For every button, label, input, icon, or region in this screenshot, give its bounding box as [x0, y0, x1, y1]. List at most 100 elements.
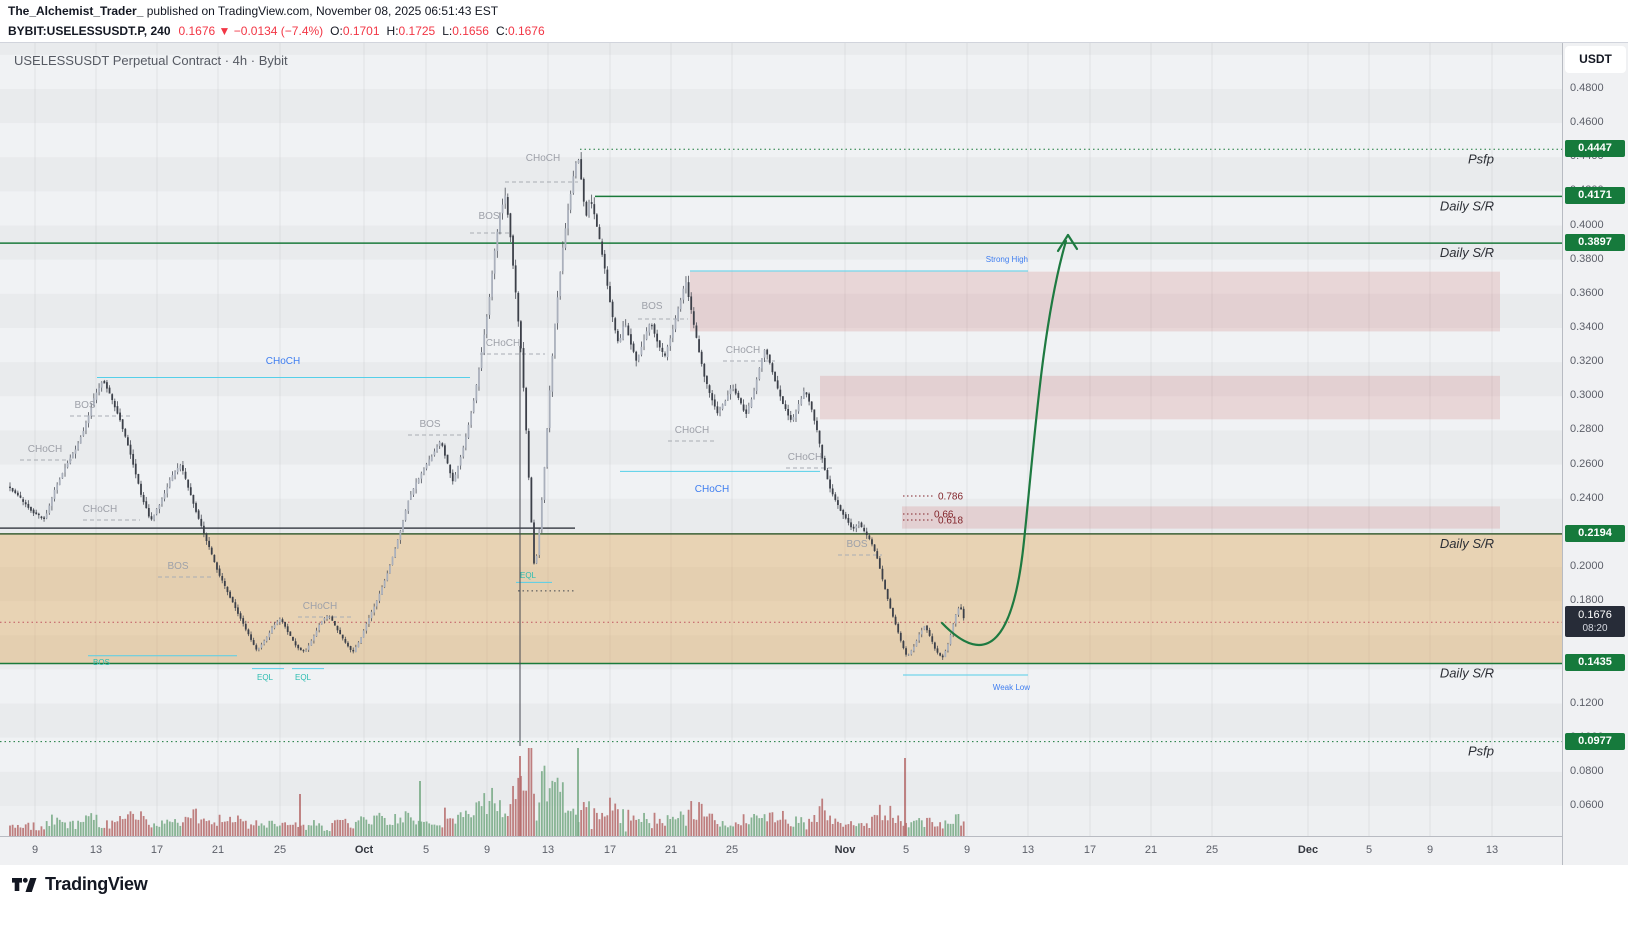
price-tick-label: 0.4800 [1570, 82, 1604, 94]
drawing-label: EQL [295, 673, 312, 682]
time-tick-label: 25 [1205, 844, 1219, 856]
structure-labels-layer: CHoCH BOS BOS CHoCH CHoCH BOS CHoCH BOS CHoCH CHo… [28, 153, 868, 612]
time-tick-label: 9 [963, 844, 971, 856]
structure-label: BOS [74, 400, 95, 411]
bar-countdown: 08:20 [1582, 623, 1608, 635]
price-level-badge: 0.4171 [1565, 187, 1625, 205]
drawing-text-layer: CHoCH CHoCH Strong High Weak Low BOS EQL EQL EQ… [93, 255, 1030, 692]
time-tick-month: Dec [1297, 844, 1319, 856]
time-tick-label: 13 [89, 844, 103, 856]
volume-layer [9, 748, 965, 836]
current-price-value: 0.1676 [1578, 609, 1612, 622]
fib-label: 0.786 [938, 492, 963, 503]
ohlc-value: 0.1656 [452, 24, 489, 38]
time-tick-month: Oct [354, 844, 374, 856]
structure-lines-layer [88, 270, 1028, 676]
volume-spike [519, 756, 521, 836]
chart-region[interactable]: USELESSUSDT Perpetual Contract · 4h · By… [0, 42, 1628, 867]
time-tick-label: 9 [1426, 844, 1434, 856]
price-tick-label: 0.2400 [1570, 491, 1604, 504]
price-tick-label: 0.0600 [1570, 799, 1604, 811]
structure-label: BOS [846, 539, 867, 550]
chart-title: USELESSUSDT Perpetual Contract · 4h · By… [14, 53, 288, 68]
price-change: ▼ −0.0134 (−7.4%) [218, 24, 324, 38]
structure-label: BOS [419, 419, 440, 430]
time-tick-label: 5 [902, 844, 910, 856]
last-price: 0.1676 [178, 24, 216, 38]
price-scale[interactable]: USDT 0.48000.46000.44000.42000.40000.380… [1562, 43, 1628, 866]
time-tick-label: 9 [483, 844, 491, 856]
price-tick-label: 0.3200 [1570, 355, 1604, 368]
structure-label: CHoCH [788, 452, 822, 463]
time-tick-label: 13 [1021, 844, 1035, 856]
price-tick-label: 0.0800 [1570, 764, 1604, 777]
chart-canvas[interactable]: 0.7860.660.618CHoCHBOSBOSCHoCHCHoCHBOSCH… [0, 43, 1562, 836]
ohlc-label: H: [386, 24, 399, 38]
level-annotation: Daily S/R [1440, 198, 1494, 213]
projection-arrow [940, 233, 1079, 646]
ohlc-value: 0.1701 [342, 24, 380, 38]
level-annotation: Daily S/R [1440, 665, 1494, 680]
structure-label: BOS [167, 561, 188, 572]
structure-label: CHoCH [28, 444, 62, 455]
price-tick-label: 0.3000 [1570, 389, 1604, 402]
price-tick-label: 0.3600 [1570, 286, 1604, 299]
volume-spike [419, 781, 421, 836]
price-tick-label: 0.3800 [1570, 252, 1604, 265]
horizontal-levels-layer [0, 148, 1562, 743]
volume-spike [904, 758, 906, 836]
tradingview-logo[interactable]: TradingView [12, 874, 148, 895]
fib-label: 0.618 [938, 516, 963, 527]
time-tick-month: Nov [834, 844, 856, 856]
time-tick-label: 17 [150, 844, 164, 856]
level-annotation: Psfp [1468, 744, 1494, 759]
volume-spike [299, 794, 301, 836]
level-annotation: Psfp [1468, 151, 1494, 166]
volume-spike [577, 748, 579, 836]
drawing-label: EQL [520, 571, 537, 580]
ohlc-label: C: [495, 24, 508, 38]
zones-layer [0, 271, 1562, 664]
price-tick-label: 0.2000 [1570, 560, 1604, 572]
drawing-label: CHoCH [266, 356, 300, 367]
time-scale[interactable]: 9 13 17 21 25 Oct 5 9 13 17 21 25 Nov 5 9 13 17 21 25 Dec 5 9… [0, 836, 1562, 867]
structure-label: CHoCH [726, 345, 760, 356]
currency-toggle-button[interactable]: USDT [1565, 46, 1626, 73]
symbol-info-bar: BYBIT:USELESSUSDT.P, 240 0.1676 ▼ −0.0134… [0, 21, 1628, 42]
price-tick-label: 0.4000 [1570, 218, 1604, 231]
structure-label: CHoCH [303, 601, 337, 612]
symbol-title: BYBIT:USELESSUSDT.P, 240 [8, 24, 171, 38]
price-level-badge: 0.0977 [1565, 732, 1625, 750]
fib-label: 0.66 [934, 510, 954, 521]
tradingview-logo-icon [12, 877, 37, 892]
price-tick-label: 0.2600 [1570, 457, 1604, 470]
price-level-badge: 0.4447 [1565, 140, 1625, 158]
time-tick-label: 25 [725, 844, 739, 856]
level-annotations-layer: Psfp Daily S/R Daily S/R Daily S/R Daily S/R… [1440, 151, 1494, 758]
drawing-label: Strong High [986, 255, 1028, 264]
drawing-label: CHoCH [695, 484, 729, 495]
ohlc-values: O:0.1701 H:0.1725 L:0.1656 C:0.1676 [323, 24, 545, 38]
time-tick-label: 5 [422, 844, 430, 856]
ohlc-value: 0.1725 [398, 24, 436, 38]
time-tick-label: 17 [1083, 844, 1097, 856]
price-tick-label: 0.1200 [1570, 696, 1604, 709]
ohlc-label: O: [330, 24, 343, 38]
price-level-badge: 0.3897 [1565, 234, 1625, 252]
time-tick-label: 9 [31, 844, 39, 856]
time-tick-label: 17 [603, 844, 617, 856]
publish-text: published on TradingView.com, November 0… [143, 4, 499, 18]
brand-name: TradingView [45, 874, 148, 894]
price-level-badge: 0.1435 [1565, 654, 1625, 672]
time-tick-label: 25 [273, 844, 287, 856]
time-tick-label: 5 [1365, 844, 1373, 856]
price-level-badge: 0.2194 [1565, 524, 1625, 542]
fib-layer: 0.786 0.660.618 [903, 492, 963, 527]
price-tick-label: 0.2800 [1570, 423, 1604, 436]
structure-label: CHoCH [83, 504, 117, 515]
candles-layer [9, 152, 965, 660]
structure-label: BOS [478, 211, 499, 222]
ohlc-label: L: [442, 24, 453, 38]
time-tick-label: 21 [664, 844, 678, 856]
